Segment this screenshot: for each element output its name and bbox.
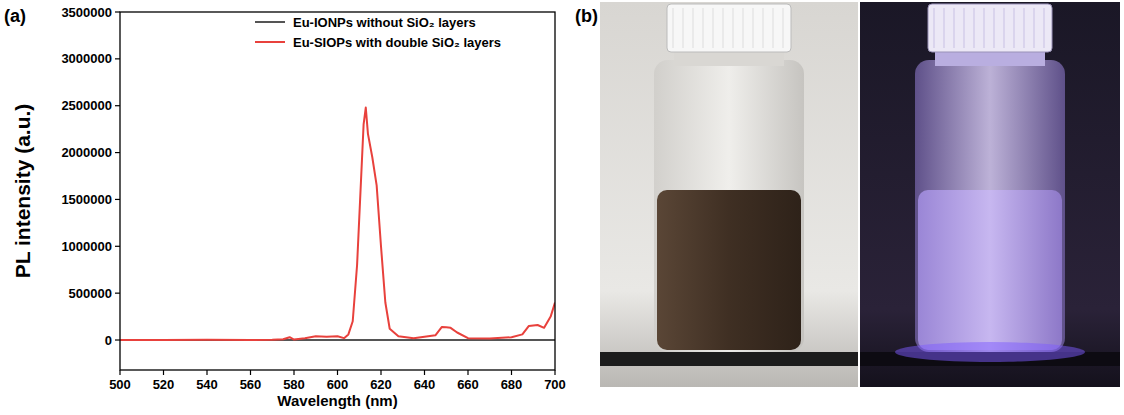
cap-ridge [1034,8,1035,48]
cap-ridge [954,8,955,48]
shelf [600,352,858,366]
x-tick [511,370,512,375]
y-tick [115,105,120,106]
cap-ridge [713,8,714,48]
cap-ridge [753,8,754,48]
panel-label: (a) [4,6,26,26]
x-tick-label: 680 [501,377,523,392]
cap-ridge [783,8,784,48]
photo [600,2,858,387]
vial-cap [667,4,791,52]
y-tick-label: 3000000 [61,51,112,66]
y-tick-label: 500000 [69,286,112,301]
series-line [120,108,555,340]
cap-ridge [1024,8,1025,48]
vial-liquid [918,190,1062,350]
vial-liquid [657,190,801,350]
cap-ridge [693,8,694,48]
y-tick-label: 1500000 [61,192,112,207]
cap-ridge [974,8,975,48]
cap-ridge [733,8,734,48]
cap-ridge [964,8,965,48]
cap-ridge [763,8,764,48]
panel-label: (b) [575,6,598,26]
x-tick-label: 520 [153,377,175,392]
cap-ridge [944,8,945,48]
y-tick [115,199,120,200]
cap-ridge [723,8,724,48]
plot-frame [120,12,555,370]
x-tick [119,370,120,375]
x-tick [467,370,468,375]
x-tick-label: 620 [370,377,392,392]
y-tick-label: 1000000 [61,239,112,254]
cap-ridge [994,8,995,48]
x-tick [337,370,338,375]
vial-glass [915,60,1065,352]
cap-ridge [984,8,985,48]
cap-ridge [934,8,935,48]
glow [895,342,1085,362]
x-tick [380,370,381,375]
vial-glass [654,60,804,352]
x-tick-label: 540 [196,377,218,392]
legend-swatch [255,21,285,23]
y-tick-label: 0 [105,333,112,348]
figure: 0 500000 1000000 1500000 2000000 2500000 30000… [0,0,1124,415]
x-tick-label: 660 [457,377,479,392]
y-tick [115,152,120,153]
y-tick-label: 2000000 [61,145,112,160]
x-tick-label: 560 [240,377,262,392]
cap-ridge [1004,8,1005,48]
vial-cap [928,4,1052,52]
cap-ridge [683,8,684,48]
x-tick-label: 700 [544,377,566,392]
x-tick [163,370,164,375]
y-tick [115,58,120,59]
x-axis-title: Wavelength (nm) [277,392,397,409]
x-tick-label: 600 [327,377,349,392]
cap-ridge [673,8,674,48]
cap-ridge [1044,8,1045,48]
y-tick [115,293,120,294]
legend-label: Eu-SIOPs with double SiO₂ layers [293,35,501,50]
y-tick [115,246,120,247]
cap-ridge [1014,8,1015,48]
cap-ridge [743,8,744,48]
y-tick-label: 3500000 [61,5,112,20]
cap-ridge [703,8,704,48]
y-tick-label: 2500000 [61,98,112,113]
x-tick [250,370,251,375]
y-axis-title: PL intensity (a.u.) [11,104,34,279]
x-tick-label: 580 [283,377,305,392]
y-tick [115,11,120,12]
x-tick-label: 640 [414,377,436,392]
y-tick [115,339,120,340]
x-tick [206,370,207,375]
series-group [120,108,555,340]
legend-swatch [255,41,285,43]
cap-ridge [773,8,774,48]
x-tick [554,370,555,375]
x-tick [293,370,294,375]
legend-label: Eu-IONPs without SiO₂ layers [293,15,476,30]
x-tick-label: 500 [109,377,131,392]
photo [860,2,1120,387]
x-tick [424,370,425,375]
